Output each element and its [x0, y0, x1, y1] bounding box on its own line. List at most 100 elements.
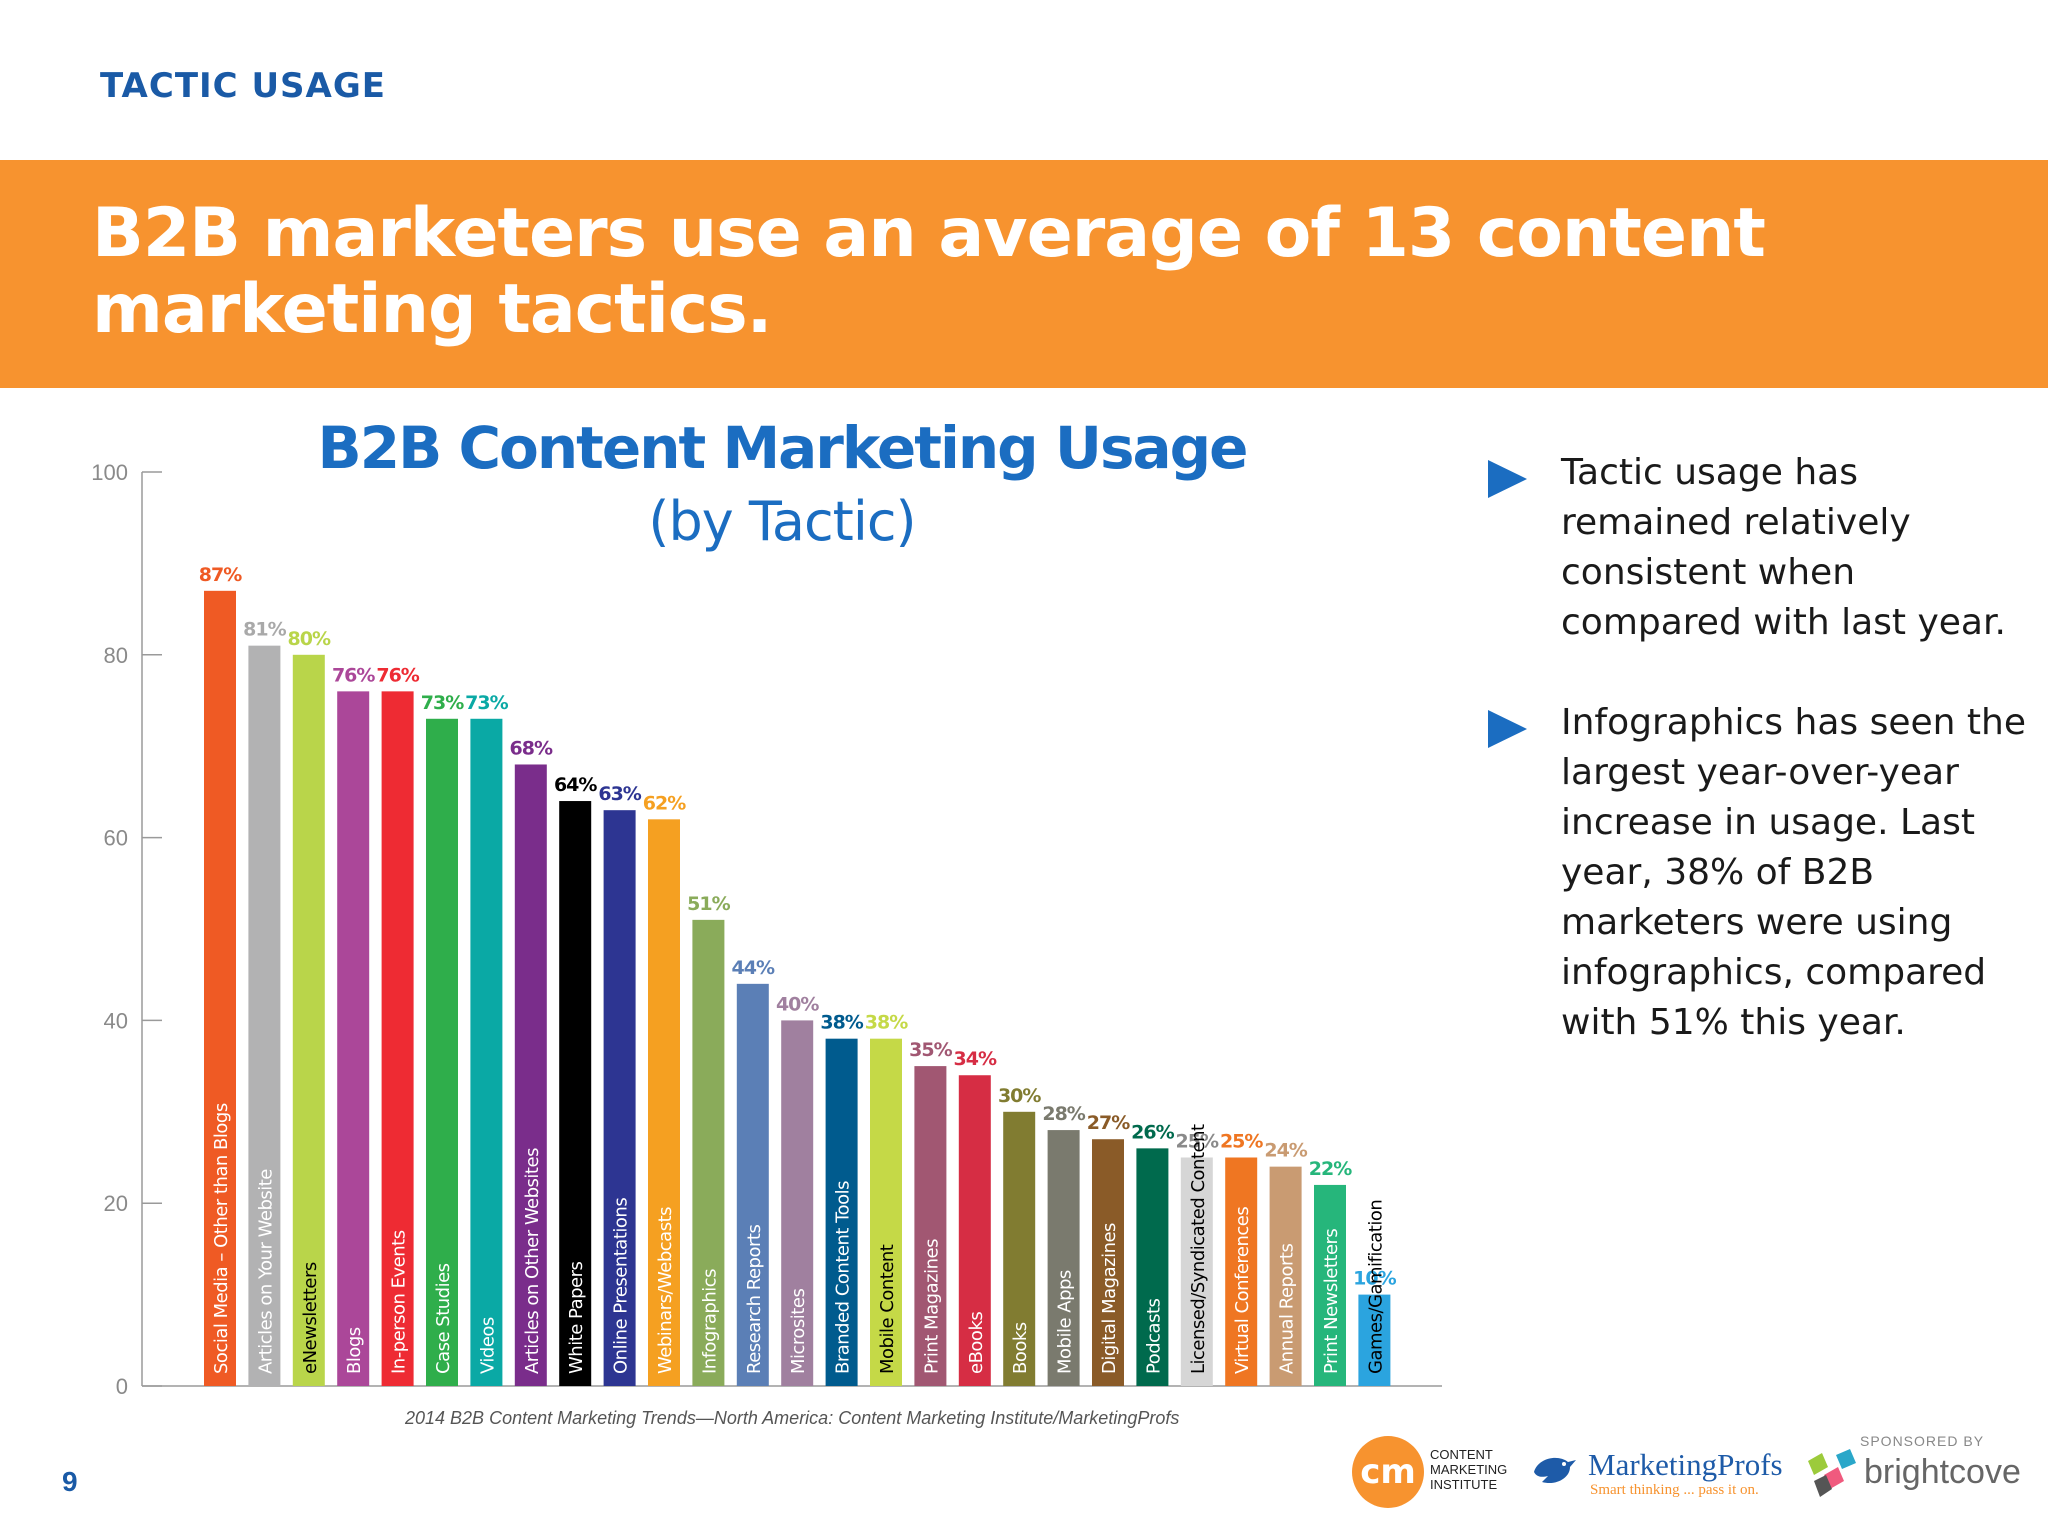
bar-value-label: 38% [865, 1012, 908, 1034]
y-tick-label: 40 [104, 1008, 128, 1033]
bar [1003, 1111, 1036, 1386]
y-tick-label: 100 [91, 460, 128, 485]
bar-value-label: 76% [376, 664, 419, 686]
y-tick-label: 80 [104, 643, 128, 668]
bar [825, 1038, 858, 1386]
chart-subtitle: (by Tactic) [648, 490, 915, 553]
cmi-wordmark: CONTENT MARKETING INSTITUTE [1430, 1447, 1507, 1492]
bar-value-label: 64% [554, 774, 597, 796]
bar [870, 1038, 902, 1386]
bar-category-label: Mobile Apps [1055, 1270, 1076, 1374]
bar-category-label: Research Reports [744, 1225, 765, 1374]
bar-category-label: eNewsletters [300, 1262, 321, 1374]
bar-value-label: 24% [1264, 1140, 1307, 1162]
bar [426, 718, 458, 1386]
brightcove-logo: brightcove [1864, 1453, 2021, 1491]
bullet-text: Tactic usage has remained relatively con… [1561, 452, 2006, 643]
bar-category-label: Blogs [344, 1327, 365, 1374]
bar [781, 1020, 814, 1386]
bar [559, 801, 592, 1386]
bar [1269, 1166, 1302, 1386]
bar [914, 1066, 947, 1386]
bar-value-label: 51% [687, 893, 730, 915]
bar-value-label: 63% [598, 783, 641, 805]
bar-category-label: Microsites [788, 1289, 809, 1374]
bar-category-label: Games/Gamification [1365, 1200, 1386, 1374]
y-tick-label: 0 [116, 1374, 128, 1399]
bar-value-label: 34% [954, 1048, 997, 1070]
bar-value-label: 73% [465, 692, 508, 714]
bar-category-label: White Papers [566, 1261, 587, 1374]
bar-category-label: Branded Content Tools [833, 1181, 854, 1374]
bar [1314, 1184, 1346, 1386]
bar [1047, 1130, 1080, 1386]
cmi-line: CONTENT [1430, 1447, 1493, 1462]
bar-value-label: 30% [998, 1085, 1041, 1107]
bar-value-label: 22% [1309, 1158, 1352, 1180]
bar [1358, 1294, 1391, 1386]
marketingprofs-tagline: Smart thinking ... pass it on. [1590, 1482, 1759, 1498]
bar-value-label: 35% [909, 1039, 952, 1061]
bar-category-label: Annual Reports [1277, 1244, 1298, 1374]
bird-logo-icon [1534, 1457, 1576, 1484]
bar-value-label: 38% [820, 1012, 863, 1034]
cmi-line: MARKETING [1430, 1462, 1508, 1477]
section-label: TACTIC USAGE [100, 66, 386, 106]
bar-category-label: Books [1010, 1322, 1031, 1374]
bar-category-label: eBooks [966, 1312, 987, 1374]
bar [248, 645, 281, 1386]
triangle-arrow-icon [1488, 710, 1527, 748]
bar-category-label: Articles on Other Websites [522, 1148, 543, 1374]
bar-category-label: Print Newsletters [1321, 1229, 1342, 1374]
bar-category-label: Virtual Conferences [1232, 1207, 1253, 1374]
bar [1225, 1157, 1258, 1386]
bar-category-label: Print Magazines [921, 1239, 942, 1374]
y-tick-label: 60 [104, 826, 128, 851]
bars-group: 87% Social Media – Other than Blogs 81% Art… [199, 564, 1398, 1386]
sponsored-by-label: SPONSORED BY [1860, 1433, 1985, 1449]
bar-category-label: Infographics [699, 1269, 720, 1374]
bar-value-label: 76% [332, 664, 375, 686]
cmi-logo: cm [1352, 1436, 1424, 1508]
bar-value-label: 44% [732, 957, 775, 979]
headline-banner [0, 160, 2048, 388]
bar [204, 590, 236, 1386]
bar-value-label: 40% [776, 993, 819, 1015]
bar-category-label: Videos [477, 1317, 498, 1374]
cmi-monogram: cm [1360, 1452, 1416, 1492]
bar-value-label: 27% [1087, 1112, 1130, 1134]
headline: B2B marketers use an average of 13 conte… [92, 194, 1766, 349]
bar-value-label: 62% [643, 792, 686, 814]
bar [470, 718, 503, 1386]
bar [514, 764, 547, 1386]
bullet-text: Infographics has seen the largest year-o… [1561, 702, 2026, 1043]
cmi-line: INSTITUTE [1430, 1477, 1498, 1492]
marketingprofs-logo: MarketingProfs [1588, 1447, 1783, 1482]
bar [381, 691, 414, 1386]
bar [1136, 1148, 1169, 1386]
page-number: 9 [62, 1466, 78, 1497]
bar-value-label: 25% [1176, 1131, 1219, 1153]
bar-category-label: Webinars/Webcasts [655, 1207, 676, 1374]
bullet-list: Tactic usage has remained relatively con… [1488, 448, 2028, 1098]
bar-value-label: 68% [510, 737, 553, 759]
brightcove-mark-icon [1808, 1449, 1856, 1497]
bar-value-label: 80% [288, 628, 331, 650]
bar-category-label: Podcasts [1143, 1298, 1164, 1374]
bar [603, 810, 636, 1386]
bar-value-label: 26% [1131, 1121, 1174, 1143]
bar-category-label: Articles on Your Website [255, 1169, 276, 1374]
chart-title: B2B Content Marketing Usage [318, 414, 1247, 482]
bar [337, 691, 370, 1386]
bar [292, 654, 325, 1386]
triangle-arrow-icon [1488, 460, 1527, 498]
bar-value-label: 81% [243, 619, 286, 641]
y-tick-label: 20 [104, 1191, 128, 1216]
bar [1092, 1139, 1124, 1386]
bar [1180, 1157, 1213, 1386]
bar [958, 1075, 991, 1386]
bullet-item: Tactic usage has remained relatively con… [1488, 448, 2028, 648]
bar-value-label: 28% [1042, 1103, 1085, 1125]
bar [648, 819, 680, 1386]
bar-value-label: 25% [1220, 1131, 1263, 1153]
